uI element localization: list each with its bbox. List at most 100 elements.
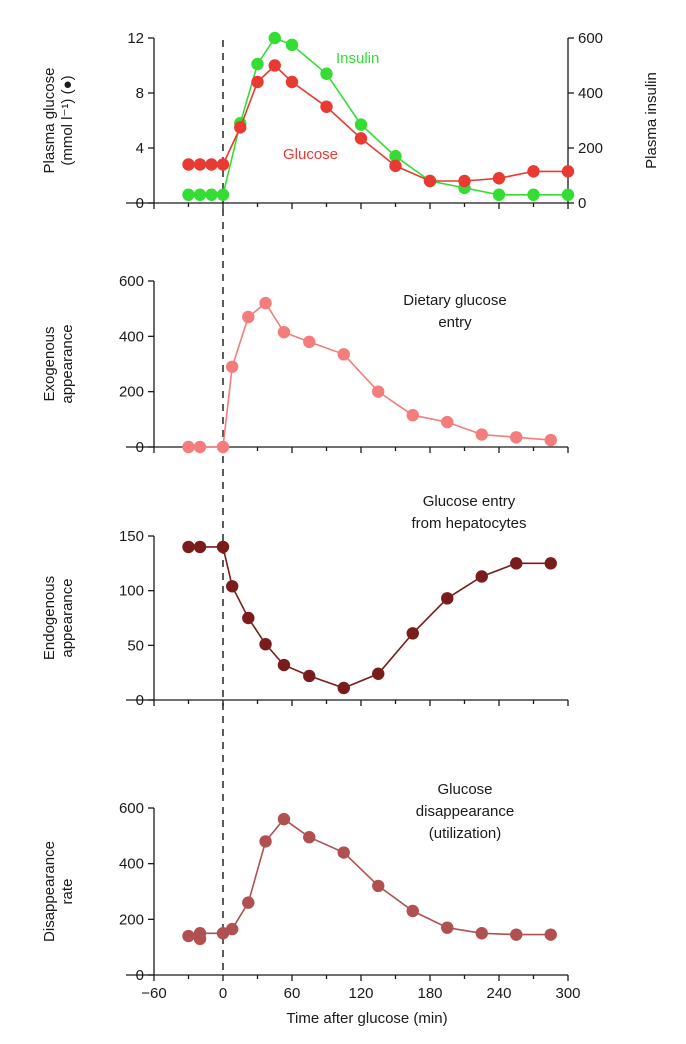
x-tick-label: 60: [284, 985, 301, 1002]
y-tick-label: 0: [136, 439, 144, 456]
data-point: [259, 835, 272, 848]
data-point-glucose: [251, 75, 264, 89]
data-point: [441, 415, 454, 429]
data-point-glucose: [205, 158, 218, 171]
data-point: [372, 667, 385, 680]
data-point-glucose: [458, 174, 471, 188]
y-axis-label: Endogenous: [41, 576, 58, 660]
data-point-glucose: [389, 159, 402, 173]
data-point: [337, 846, 350, 859]
y-tick-label: 4: [136, 140, 144, 157]
data-point-insulin: [561, 188, 575, 201]
y-axis-label: Exogenous: [41, 326, 58, 401]
y-tick-label: 150: [119, 528, 144, 545]
x-tick-label: 240: [486, 985, 511, 1002]
y-axis-label: Disappearance: [41, 841, 58, 942]
series-line: [188, 301, 551, 448]
data-point: [544, 928, 557, 941]
data-point: [242, 896, 255, 909]
data-point: [337, 681, 350, 695]
data-point-glucose: [234, 121, 247, 134]
data-point: [242, 310, 255, 324]
data-point: [277, 812, 291, 826]
series-label-insulin: Insulin: [336, 50, 379, 67]
data-point: [226, 580, 239, 593]
y-tick-label: 0: [136, 692, 144, 709]
panel-annotation: Glucose: [437, 781, 492, 798]
data-point: [303, 335, 316, 349]
panel-annotation: disappearance: [416, 803, 514, 820]
y-tick-label: 12: [127, 30, 144, 47]
data-point-insulin: [527, 188, 540, 201]
panel-annotation: Dietary glucose: [403, 292, 506, 309]
y-tick-label: 200: [119, 384, 144, 401]
y2-tick-label: 200: [578, 140, 603, 157]
y2-axis-label: Plasma insulin: [643, 72, 660, 169]
y-axis-label: (mmol l⁻¹) (●): [59, 75, 76, 165]
data-point-glucose: [268, 59, 281, 72]
data-point: [475, 428, 488, 441]
data-point: [259, 296, 272, 310]
data-point-insulin: [492, 188, 506, 201]
data-point-glucose: [423, 174, 437, 188]
x-tick-label: −60: [141, 985, 166, 1002]
data-point-glucose: [285, 75, 299, 89]
y-tick-label: 400: [119, 328, 144, 345]
data-point: [242, 611, 255, 625]
y-tick-label: 50: [127, 637, 144, 654]
data-point-glucose: [527, 165, 540, 178]
data-point: [226, 922, 239, 936]
data-point-insulin: [268, 31, 281, 45]
data-point-glucose: [193, 158, 207, 171]
data-point: [216, 440, 230, 454]
x-axis-label: Time after glucose (min): [286, 1010, 447, 1027]
x-tick-label: 300: [555, 985, 580, 1002]
panel-p2: 0 200 400 600 Exogenous appearance Dietary glu…: [41, 273, 569, 456]
y2-tick-label: 0: [578, 195, 586, 212]
y-tick-label: 600: [119, 273, 144, 290]
y-axis-label: rate: [59, 879, 76, 905]
data-point: [406, 408, 419, 422]
data-point-glucose: [182, 158, 195, 171]
data-point: [182, 929, 195, 943]
data-point: [441, 592, 454, 605]
data-point: [182, 440, 195, 454]
y-tick-label: 100: [119, 583, 144, 600]
data-point: [259, 638, 272, 651]
data-point-insulin: [251, 57, 264, 71]
data-point-glucose: [216, 158, 230, 171]
data-point-glucose: [320, 100, 333, 113]
y-tick-label: 0: [136, 967, 144, 984]
data-point: [277, 658, 291, 672]
x-tick-label: 120: [348, 985, 373, 1002]
data-point: [193, 927, 207, 940]
panel-annotation: (utilization): [429, 825, 502, 842]
series-line: [188, 818, 551, 940]
data-point: [216, 540, 230, 554]
y-axis-label: Plasma glucose: [41, 68, 58, 174]
panel-annotation: entry: [438, 314, 472, 331]
y-axis-label: appearance: [59, 324, 76, 403]
x-tick-label: 0: [219, 985, 227, 1002]
data-point-glucose: [561, 165, 575, 178]
data-point: [406, 904, 419, 918]
y-axis-label: appearance: [59, 578, 76, 657]
data-point-insulin: [389, 150, 402, 163]
data-point: [277, 325, 291, 339]
series-label-glucose: Glucose: [283, 146, 338, 163]
data-point: [510, 928, 523, 941]
data-point: [441, 921, 454, 934]
data-point: [544, 557, 557, 570]
data-point: [303, 669, 316, 683]
data-point: [475, 927, 488, 940]
data-point: [226, 360, 239, 373]
data-point-insulin: [320, 67, 333, 80]
panel-p1: 0 4 8 12 Plasma glucose (mmol l⁻¹) (●) 0 200 400…: [41, 30, 660, 212]
data-point: [372, 385, 385, 398]
data-point-insulin: [354, 118, 368, 131]
data-point-insulin: [182, 188, 195, 201]
panel-annotation: from hepatocytes: [411, 515, 526, 532]
y-tick-label: 200: [119, 911, 144, 928]
